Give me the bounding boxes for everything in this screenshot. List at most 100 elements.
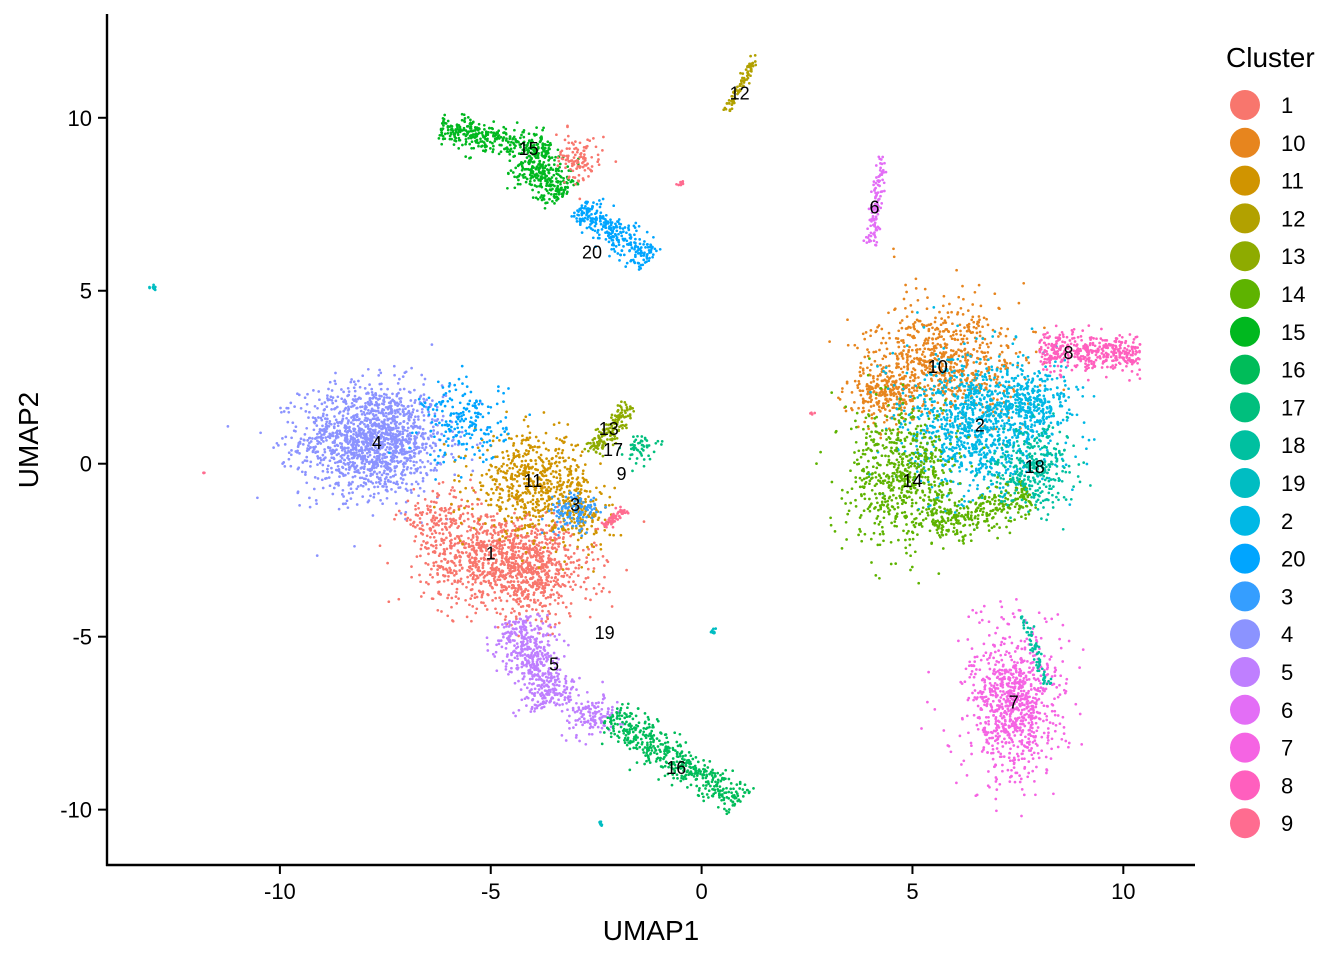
point bbox=[313, 476, 317, 479]
point bbox=[444, 514, 448, 518]
point bbox=[727, 777, 731, 781]
point bbox=[344, 402, 348, 405]
point bbox=[470, 538, 473, 542]
point bbox=[394, 451, 398, 454]
point bbox=[575, 701, 578, 705]
point bbox=[364, 445, 368, 449]
point bbox=[372, 449, 376, 452]
point bbox=[519, 627, 523, 630]
point bbox=[615, 229, 619, 233]
point bbox=[331, 434, 335, 438]
point bbox=[610, 708, 614, 712]
point bbox=[535, 536, 539, 539]
point bbox=[593, 224, 597, 228]
point bbox=[569, 534, 573, 538]
point bbox=[566, 515, 570, 519]
point bbox=[558, 530, 561, 534]
point bbox=[590, 524, 594, 528]
point bbox=[530, 532, 533, 535]
point bbox=[391, 451, 395, 455]
point bbox=[332, 486, 336, 490]
point bbox=[385, 485, 388, 489]
point bbox=[308, 410, 311, 414]
point bbox=[537, 585, 541, 589]
point bbox=[514, 559, 518, 563]
point bbox=[371, 464, 375, 468]
point bbox=[477, 546, 481, 550]
point bbox=[402, 465, 406, 468]
point bbox=[539, 591, 543, 594]
point bbox=[552, 475, 556, 479]
point bbox=[406, 411, 410, 415]
point bbox=[429, 468, 433, 472]
point bbox=[497, 550, 501, 553]
point bbox=[354, 413, 358, 417]
point bbox=[510, 491, 514, 495]
point bbox=[491, 478, 495, 482]
point bbox=[301, 443, 305, 446]
point bbox=[524, 415, 528, 419]
point bbox=[459, 577, 463, 581]
point bbox=[594, 712, 597, 716]
point bbox=[557, 596, 561, 600]
point bbox=[335, 448, 338, 452]
point bbox=[527, 672, 531, 675]
point bbox=[609, 223, 613, 227]
point bbox=[489, 503, 493, 507]
point bbox=[429, 535, 432, 539]
point bbox=[520, 459, 524, 463]
point bbox=[491, 652, 495, 656]
point bbox=[515, 642, 519, 645]
point bbox=[507, 546, 511, 549]
point bbox=[576, 538, 580, 542]
point bbox=[591, 514, 594, 517]
point bbox=[533, 531, 537, 535]
point bbox=[457, 508, 461, 511]
point bbox=[597, 701, 600, 704]
point bbox=[493, 575, 497, 579]
point bbox=[596, 557, 600, 561]
point bbox=[479, 548, 483, 552]
point bbox=[487, 432, 490, 436]
point bbox=[385, 431, 389, 434]
point bbox=[419, 527, 423, 531]
point bbox=[469, 588, 473, 592]
point bbox=[419, 531, 423, 535]
point bbox=[524, 560, 528, 564]
point bbox=[454, 564, 457, 567]
point bbox=[531, 567, 535, 570]
point bbox=[341, 414, 345, 418]
point bbox=[537, 445, 541, 449]
point bbox=[610, 229, 614, 233]
point bbox=[419, 554, 422, 558]
point bbox=[382, 413, 385, 416]
point bbox=[365, 437, 369, 441]
point bbox=[614, 245, 618, 248]
point bbox=[461, 382, 464, 385]
point bbox=[452, 435, 455, 439]
point bbox=[546, 690, 550, 694]
point bbox=[395, 420, 399, 424]
point bbox=[442, 567, 445, 571]
point bbox=[415, 555, 419, 558]
point bbox=[528, 621, 532, 625]
point bbox=[505, 552, 509, 556]
point bbox=[459, 563, 463, 567]
point bbox=[584, 497, 587, 501]
point bbox=[527, 539, 531, 543]
point bbox=[481, 591, 485, 595]
point bbox=[464, 417, 468, 421]
point bbox=[590, 212, 593, 216]
point bbox=[343, 450, 347, 453]
point bbox=[529, 635, 533, 639]
point bbox=[401, 430, 405, 433]
point bbox=[515, 654, 519, 658]
point bbox=[541, 514, 545, 518]
point bbox=[497, 533, 500, 537]
point bbox=[341, 453, 344, 457]
point bbox=[388, 396, 391, 400]
point bbox=[636, 245, 640, 249]
point bbox=[492, 567, 496, 571]
point bbox=[511, 607, 514, 611]
point bbox=[383, 469, 386, 473]
